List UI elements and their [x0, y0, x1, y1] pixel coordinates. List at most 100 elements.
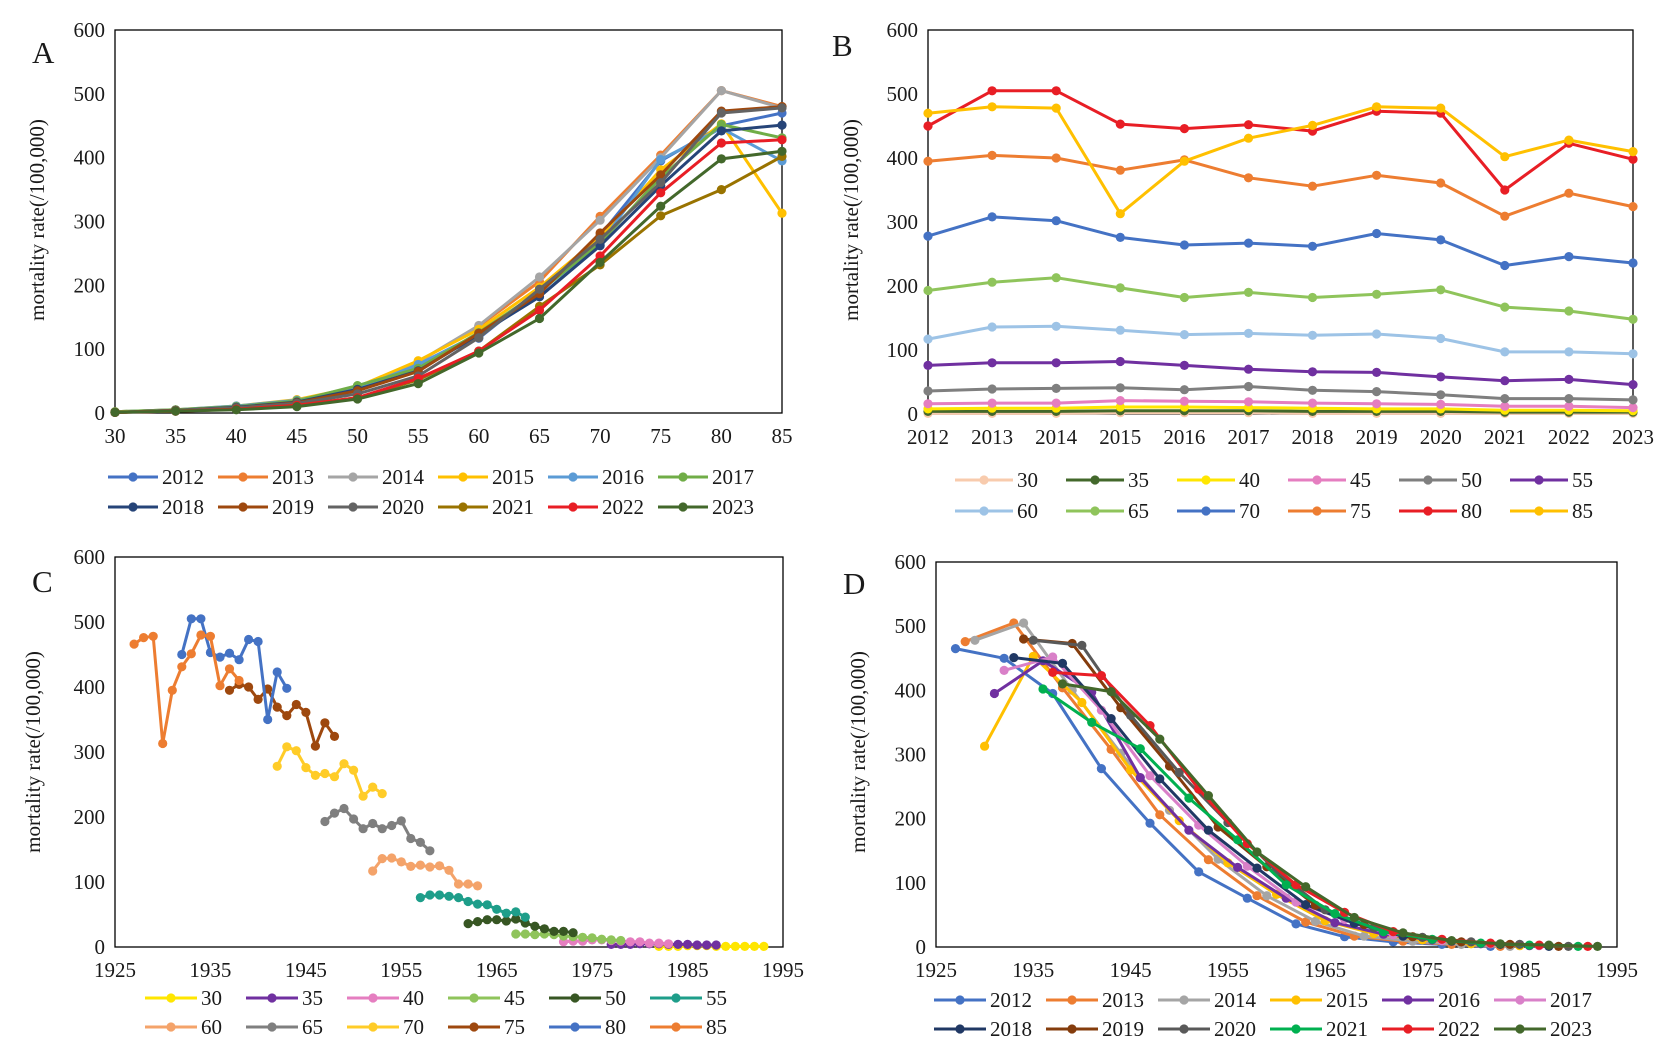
data-point-2018	[595, 241, 605, 251]
panel-d: D 0 100 200 300 400 500 600 1925 1935 1945 1955 1965…	[843, 550, 1638, 1041]
legend-label: 2013	[1102, 988, 1144, 1012]
data-point-60	[415, 860, 425, 870]
data-point-65	[1307, 292, 1318, 303]
legend-label: 2022	[602, 495, 644, 519]
legend-item: 2014	[328, 465, 425, 489]
data-point-80	[282, 683, 292, 693]
x-tick-label: 1975	[571, 958, 613, 982]
data-point-2018	[1009, 653, 1019, 663]
data-point-60	[1564, 347, 1574, 357]
data-point-2014	[1262, 891, 1272, 901]
data-point-60	[377, 854, 387, 864]
data-point-60	[923, 334, 933, 344]
data-point-70	[1500, 260, 1510, 271]
data-point-55	[987, 358, 997, 368]
legend-item: 70	[347, 1015, 424, 1039]
legend-label: 65	[1128, 499, 1149, 523]
data-point-55	[425, 890, 435, 900]
data-point-60	[1179, 330, 1189, 340]
y-tick-label: 600	[74, 18, 106, 42]
legend-label: 75	[504, 1015, 525, 1039]
data-point-55	[434, 890, 445, 900]
data-point-55	[492, 904, 502, 914]
legend-label: 2012	[990, 988, 1032, 1012]
legend-label: 65	[302, 1015, 323, 1039]
data-point-75	[1628, 202, 1638, 212]
legend-label: 2021	[1326, 1017, 1368, 1041]
data-point-60	[1628, 349, 1638, 359]
data-point-2017	[999, 665, 1009, 676]
data-point-85	[177, 662, 187, 672]
series-line-85	[132, 633, 241, 745]
data-point-85	[987, 102, 997, 112]
x-tick-label: 1965	[1304, 958, 1346, 982]
data-point-2020	[534, 284, 545, 294]
data-point-45	[1500, 401, 1510, 411]
data-point-2023	[171, 406, 181, 416]
series-group	[110, 86, 787, 417]
data-point-2023	[1447, 936, 1457, 946]
data-point-2012	[1242, 893, 1252, 903]
data-point-70	[923, 231, 933, 241]
data-point-2023	[413, 379, 423, 389]
data-point-70	[368, 782, 378, 792]
legend-item: 45	[448, 986, 525, 1010]
x-tick-label: 55	[408, 424, 429, 448]
series-line-75	[926, 153, 1635, 218]
legend-label: 55	[1572, 468, 1593, 492]
legend-item: 75	[448, 1015, 525, 1039]
data-point-45	[1372, 399, 1382, 409]
data-point-65	[387, 820, 397, 831]
legend-swatch-marker	[1312, 475, 1322, 485]
series-line-65	[926, 276, 1635, 321]
data-point-45	[987, 398, 997, 408]
legend-label: 75	[1350, 499, 1371, 523]
x-tick-label: 65	[529, 424, 550, 448]
legend-item: 2020	[328, 495, 424, 519]
data-point-2020	[656, 178, 666, 188]
data-point-80	[1628, 154, 1638, 164]
data-point-60	[1243, 328, 1254, 338]
legend-label: 85	[706, 1015, 727, 1039]
x-tick-label: 2020	[1420, 425, 1462, 449]
data-point-45	[1243, 397, 1254, 407]
data-point-2017	[1145, 771, 1155, 781]
series-line-2013	[963, 621, 1502, 948]
data-point-85	[1179, 156, 1189, 166]
series-line-85	[926, 105, 1635, 216]
data-point-50	[511, 914, 521, 924]
data-point-65	[406, 833, 416, 844]
data-point-50	[568, 928, 578, 938]
data-point-2021	[1330, 909, 1340, 919]
data-point-2017	[1096, 705, 1106, 715]
data-point-75	[320, 718, 330, 728]
legend-item: 80	[1399, 499, 1482, 523]
series-line-2021	[113, 154, 784, 414]
y-tick-label: 500	[887, 82, 919, 106]
panel-b: B 0 100 200 300 400 500 600 2012 2013 2014 2015 2016…	[832, 18, 1654, 523]
legend-swatch-marker	[955, 995, 965, 1005]
data-point-30	[740, 941, 750, 952]
legend-swatch-marker	[469, 993, 479, 1003]
legend-item: 75	[1288, 499, 1371, 523]
legend-label: 2021	[492, 495, 534, 519]
data-point-2023	[1349, 912, 1359, 923]
data-point-2018	[1057, 658, 1068, 669]
data-point-2021	[1087, 717, 1097, 728]
legend: 30 35 40 45 50 55 60 65 70 75 80 85	[145, 986, 727, 1039]
data-point-45	[606, 935, 616, 945]
data-point-50	[1179, 385, 1189, 395]
legend-swatch-marker	[570, 1022, 580, 1032]
legend-item: 2019	[1046, 1017, 1144, 1041]
series-line-70	[275, 745, 384, 798]
data-point-55	[1115, 356, 1125, 367]
legend-swatch-marker	[1403, 1024, 1413, 1034]
legend-swatch-marker	[570, 993, 580, 1003]
data-point-80	[1243, 120, 1254, 130]
legend-swatch-marker	[128, 472, 138, 482]
data-point-2016	[656, 155, 666, 165]
legend-item: 2012	[934, 988, 1032, 1012]
legend-label: 30	[201, 986, 222, 1010]
data-point-60	[1307, 330, 1318, 340]
data-point-2018	[1301, 900, 1311, 910]
